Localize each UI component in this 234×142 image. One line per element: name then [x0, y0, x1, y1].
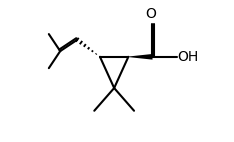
Text: O: O	[145, 7, 156, 21]
Text: OH: OH	[177, 50, 199, 64]
Polygon shape	[128, 54, 153, 60]
